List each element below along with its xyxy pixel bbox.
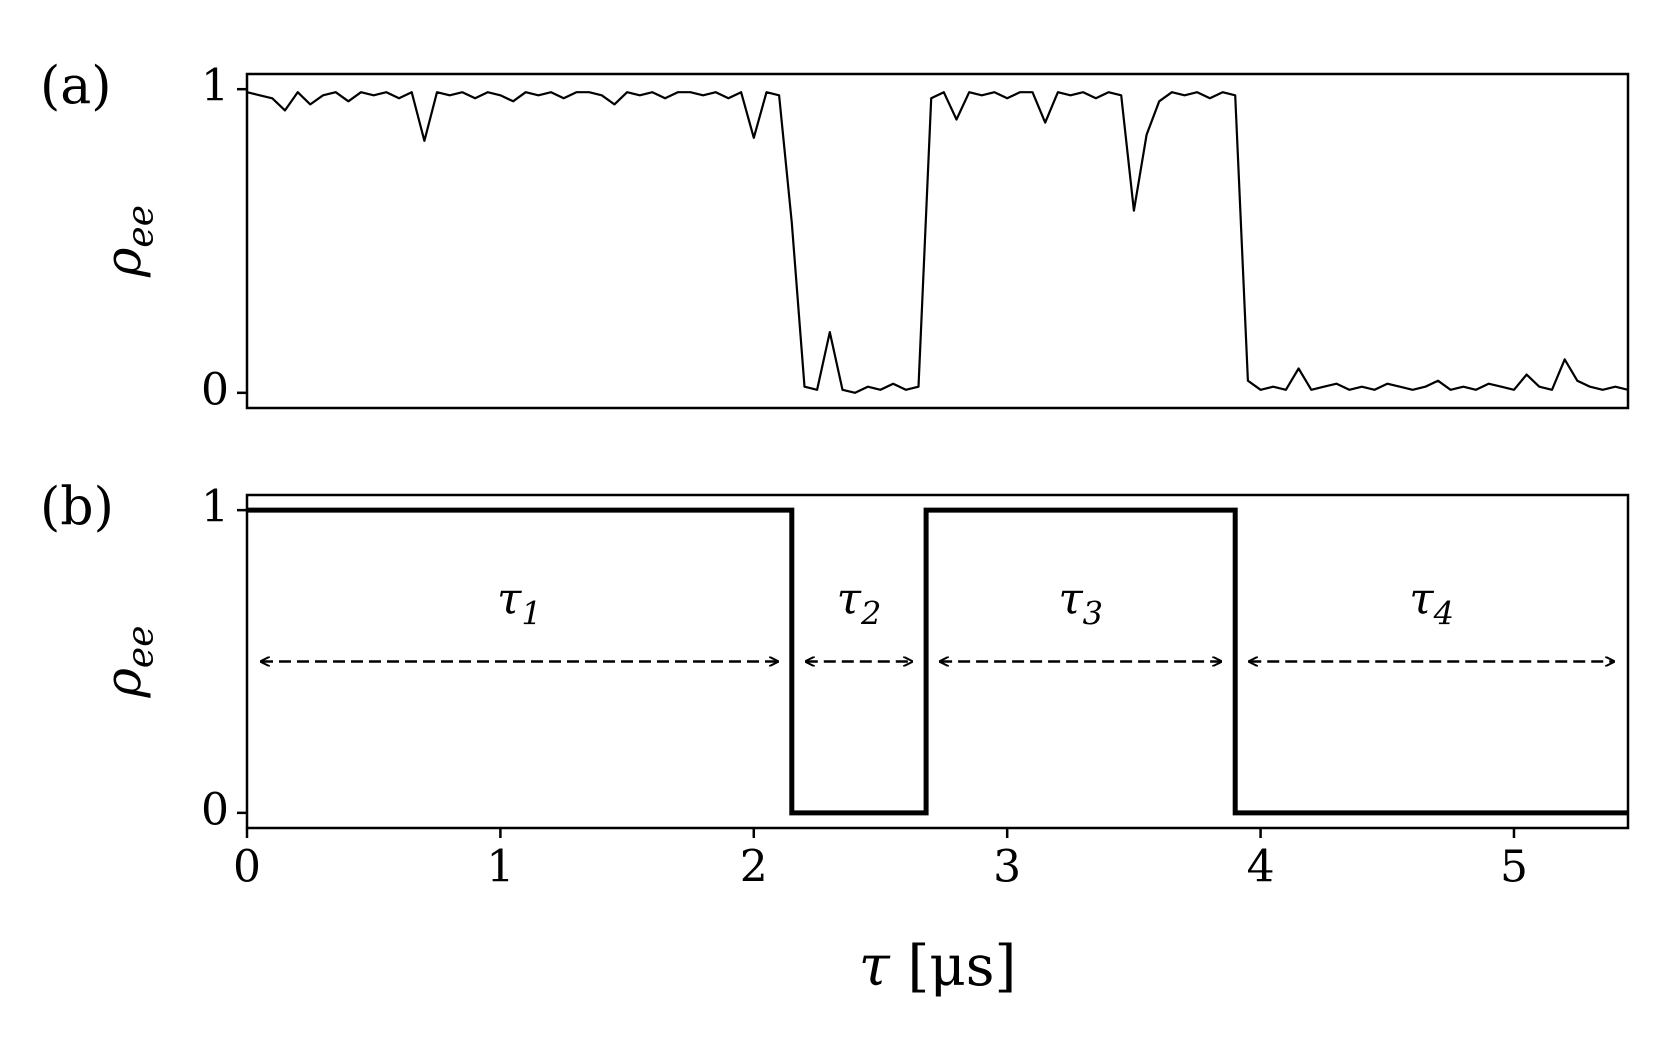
x-axis-label: τ [μs] [859, 934, 1017, 999]
x-tick-label: 0 [233, 842, 261, 893]
x-tick-label: 5 [1500, 842, 1528, 893]
y-tick-label: 1 [201, 61, 229, 112]
step-line [247, 507, 1628, 816]
interval-label: τ2 [837, 574, 882, 633]
interval-label-base: τ [1409, 574, 1434, 625]
x-axis-symbol: τ [859, 934, 891, 999]
plot-frame [245, 493, 1630, 830]
interval-label-sub: 2 [860, 595, 881, 633]
panel-label: (a) [40, 57, 112, 117]
y-tick-label: 0 [201, 364, 229, 415]
interval-label: τ3 [1058, 574, 1103, 633]
y-axis-label-base: ρ [94, 247, 152, 278]
panel-label: (b) [40, 478, 114, 538]
x-tick-label: 4 [1247, 842, 1275, 893]
x-tick-label: 1 [486, 842, 514, 893]
x-axis-space [890, 934, 908, 999]
y-axis-label-sub: ee [121, 625, 162, 668]
y-axis-label-base: ρ [94, 668, 152, 699]
interval-label: τ1 [497, 574, 542, 633]
interval-label-sub: 1 [521, 595, 541, 633]
interval-label-base: τ [1058, 574, 1083, 625]
y-axis-label-sub: ee [121, 205, 162, 248]
y-axis-label: ρee [94, 625, 162, 698]
plot-frame [245, 72, 1630, 410]
interval-label-sub: 4 [1433, 595, 1454, 633]
y-tick-label: 0 [201, 784, 229, 835]
y-axis-label: ρee [94, 205, 162, 278]
y-tick-label: 1 [201, 482, 229, 533]
interval-label-base: τ [497, 574, 522, 625]
interval-label-base: τ [837, 574, 862, 625]
x-tick-label: 3 [993, 842, 1021, 893]
x-axis-unit: [μs] [907, 934, 1016, 999]
interval-label-sub: 3 [1083, 595, 1103, 633]
x-tick-label: 2 [740, 842, 768, 893]
interval-label: τ4 [1409, 574, 1454, 633]
trace-line [246, 91, 1629, 394]
